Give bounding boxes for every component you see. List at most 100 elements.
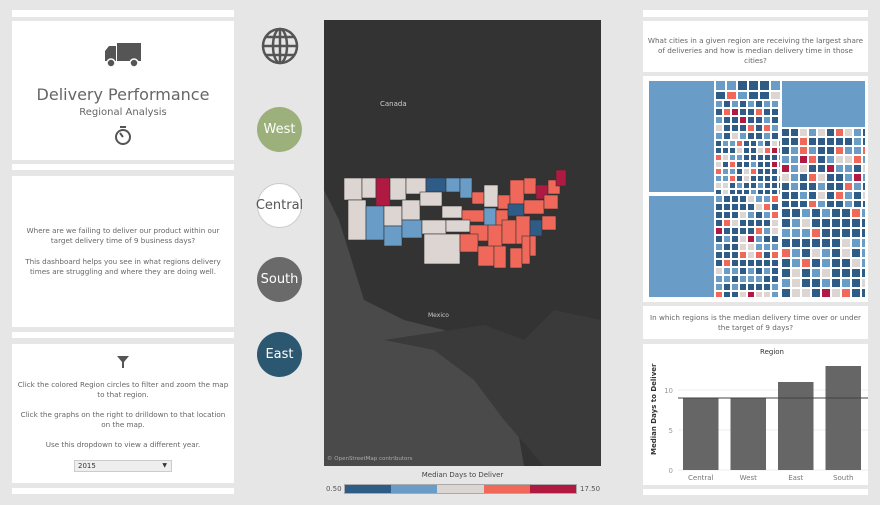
treemap-city-cell[interactable] xyxy=(844,182,853,191)
map-state[interactable] xyxy=(471,191,485,205)
treemap-city-cell[interactable] xyxy=(791,268,801,278)
treemap-city-cell[interactable] xyxy=(801,228,811,238)
treemap-city-cell[interactable] xyxy=(811,268,821,278)
treemap-city-cell[interactable] xyxy=(731,259,739,267)
treemap-city-cell[interactable] xyxy=(808,182,817,191)
treemap-city-cell[interactable] xyxy=(781,137,790,146)
treemap-city-cell[interactable] xyxy=(835,200,844,208)
treemap-city-cell[interactable] xyxy=(811,248,821,258)
treemap-city-cell[interactable] xyxy=(763,124,771,132)
treemap-city-cell[interactable] xyxy=(743,182,750,189)
treemap-city-cell[interactable] xyxy=(715,116,723,124)
treemap-city-cell[interactable] xyxy=(821,248,831,258)
treemap-city-cell[interactable] xyxy=(791,278,801,288)
treemap-city-cell[interactable] xyxy=(757,140,764,147)
treemap-city-cell[interactable] xyxy=(861,218,866,228)
treemap-city-cell[interactable] xyxy=(790,182,799,191)
treemap-city-cell[interactable] xyxy=(841,238,851,248)
treemap-city-cell[interactable] xyxy=(808,155,817,164)
treemap-city-cell[interactable] xyxy=(861,288,866,298)
treemap-city-cell[interactable] xyxy=(841,288,851,298)
treemap-city-cell[interactable] xyxy=(739,219,747,227)
treemap-city-cell[interactable] xyxy=(763,251,771,259)
treemap-city-cell[interactable] xyxy=(729,175,736,182)
treemap-city-cell[interactable] xyxy=(835,173,844,182)
treemap-city-cell[interactable] xyxy=(763,227,771,235)
map-state[interactable] xyxy=(389,177,407,201)
treemap-city-cell[interactable] xyxy=(808,128,817,137)
treemap-city-cell[interactable] xyxy=(723,211,731,219)
treemap-city-cell[interactable] xyxy=(778,140,781,147)
treemap-city-cell[interactable] xyxy=(841,208,851,218)
treemap-city-cell[interactable] xyxy=(771,100,779,108)
treemap-city-cell[interactable] xyxy=(723,291,731,298)
treemap-city-cell[interactable] xyxy=(779,124,781,132)
treemap-city-cell[interactable] xyxy=(778,147,781,154)
treemap-city-cell[interactable] xyxy=(755,243,763,251)
treemap-city-cell[interactable] xyxy=(779,219,781,227)
treemap-city-cell[interactable] xyxy=(722,154,729,161)
treemap-city-cell[interactable] xyxy=(759,91,770,100)
treemap-city-cell[interactable] xyxy=(736,140,743,147)
treemap-city-cell[interactable] xyxy=(755,211,763,219)
treemap-city-cell[interactable] xyxy=(731,291,739,298)
treemap-city-cell[interactable] xyxy=(778,168,781,175)
treemap-city-cell[interactable] xyxy=(747,116,755,124)
treemap-city-cell[interactable] xyxy=(844,128,853,137)
treemap-city-cell[interactable] xyxy=(757,175,764,182)
treemap-city-cell[interactable] xyxy=(729,161,736,168)
treemap-city-cell[interactable] xyxy=(781,278,791,288)
treemap-city-cell[interactable] xyxy=(778,154,781,161)
treemap-city-cell[interactable] xyxy=(808,137,817,146)
map-state[interactable] xyxy=(365,205,385,241)
treemap-city-cell[interactable] xyxy=(853,137,862,146)
treemap-city-cell[interactable] xyxy=(747,235,755,243)
treemap-city-cell[interactable] xyxy=(715,267,723,275)
treemap-city-cell[interactable] xyxy=(739,235,747,243)
treemap-city-cell[interactable] xyxy=(851,208,861,218)
treemap-city-cell[interactable] xyxy=(731,283,739,291)
treemap-city-cell[interactable] xyxy=(723,267,731,275)
treemap-city-cell[interactable] xyxy=(755,227,763,235)
treemap-city-cell[interactable] xyxy=(853,182,862,191)
treemap-city-cell[interactable] xyxy=(781,288,791,298)
treemap-city-cell[interactable] xyxy=(771,189,778,195)
treemap-city-cell[interactable] xyxy=(862,128,866,137)
treemap-city-cell[interactable] xyxy=(817,182,826,191)
treemap-city-cell[interactable] xyxy=(764,182,771,189)
treemap-city-cell[interactable] xyxy=(715,80,726,91)
map-state[interactable] xyxy=(501,219,517,245)
treemap-city-cell[interactable] xyxy=(764,154,771,161)
treemap-city-cell[interactable] xyxy=(853,173,862,182)
treemap-city-cell[interactable] xyxy=(799,128,808,137)
treemap-city-cell[interactable] xyxy=(781,128,790,137)
treemap-city-cell[interactable] xyxy=(715,259,723,267)
treemap-city-cell[interactable] xyxy=(862,200,866,208)
treemap-city-cell[interactable] xyxy=(755,275,763,283)
treemap-city-cell[interactable] xyxy=(736,182,743,189)
map-state[interactable] xyxy=(383,205,403,227)
map-state[interactable] xyxy=(383,225,403,247)
treemap-city-cell[interactable] xyxy=(726,80,737,91)
treemap-city-cell[interactable] xyxy=(779,116,781,124)
treemap-city-cell[interactable] xyxy=(743,189,750,195)
treemap-city-cell[interactable] xyxy=(817,128,826,137)
treemap-city-cell[interactable] xyxy=(811,258,821,268)
treemap-city-cell[interactable] xyxy=(821,278,831,288)
treemap-city-cell[interactable] xyxy=(799,146,808,155)
treemap-city-cell[interactable] xyxy=(791,248,801,258)
treemap-city-cell[interactable] xyxy=(757,147,764,154)
treemap-city-cell[interactable] xyxy=(862,191,866,200)
globe-icon[interactable] xyxy=(261,27,299,65)
treemap-city-cell[interactable] xyxy=(715,219,723,227)
treemap-city-cell[interactable] xyxy=(771,203,779,211)
treemap-city-cell[interactable] xyxy=(817,155,826,164)
treemap-city-cell[interactable] xyxy=(844,191,853,200)
bar-south[interactable] xyxy=(825,366,862,470)
treemap-city-cell[interactable] xyxy=(778,161,781,168)
treemap-city-cell[interactable] xyxy=(747,219,755,227)
treemap-city-cell[interactable] xyxy=(715,108,723,116)
treemap-city-cell[interactable] xyxy=(755,108,763,116)
treemap-city-cell[interactable] xyxy=(841,278,851,288)
treemap-city-cell[interactable] xyxy=(731,195,739,203)
